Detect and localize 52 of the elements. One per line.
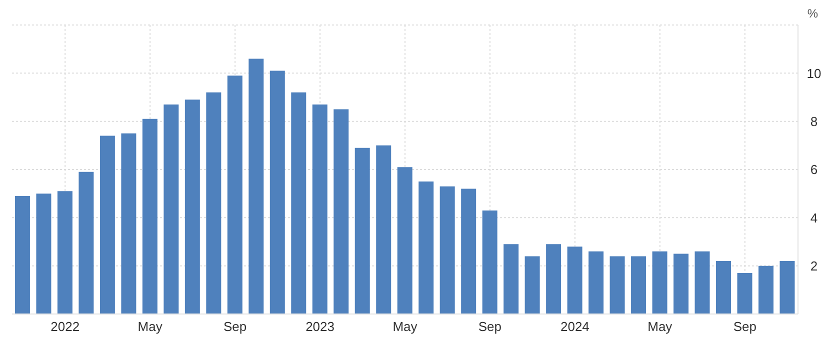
bar (652, 251, 668, 314)
bar (78, 172, 94, 314)
bar (482, 210, 498, 314)
x-tick-label: 2024 (560, 319, 590, 334)
bar (57, 191, 72, 314)
bar (737, 273, 752, 314)
bar (334, 109, 349, 314)
bar (610, 256, 625, 314)
x-tick-label: May (648, 319, 673, 334)
bar (504, 244, 519, 314)
bar (418, 182, 434, 314)
bar (716, 261, 731, 314)
x-tick-label: Sep (223, 319, 247, 334)
y-axis-title: % (807, 6, 818, 21)
y-tick-label: 10 (806, 66, 822, 81)
x-tick-label: Sep (478, 319, 502, 334)
bar (121, 133, 136, 314)
bar (36, 194, 52, 314)
x-tick-label: May (392, 319, 418, 334)
bar (142, 118, 158, 314)
bar (14, 196, 30, 314)
x-tick-label: 2023 (306, 319, 334, 334)
bar (567, 246, 582, 314)
bar (758, 266, 774, 314)
bar (270, 70, 285, 314)
bar (546, 244, 562, 314)
bar (694, 251, 710, 314)
y-tick-label: 2 (810, 258, 818, 274)
bar (588, 251, 604, 314)
bar (674, 254, 689, 314)
bar (461, 188, 476, 314)
y-tick-label: 6 (810, 162, 818, 178)
bar (631, 256, 646, 314)
bar (376, 145, 392, 314)
bar (524, 256, 540, 314)
bar (780, 261, 795, 314)
bar (354, 148, 370, 314)
bar (291, 92, 306, 314)
x-tick-label: 2022 (50, 319, 80, 334)
bar (164, 104, 179, 314)
bar (206, 92, 222, 314)
bar (397, 167, 412, 314)
y-tick-label: 8 (810, 114, 818, 129)
bar (440, 186, 455, 314)
bar (184, 100, 200, 314)
y-tick-label: 4 (810, 210, 818, 226)
bar (312, 104, 328, 314)
bar (248, 58, 264, 314)
bar (227, 76, 242, 314)
x-tick-label: Sep (733, 319, 756, 334)
x-tick-label: May (138, 319, 163, 334)
bar (100, 136, 115, 314)
